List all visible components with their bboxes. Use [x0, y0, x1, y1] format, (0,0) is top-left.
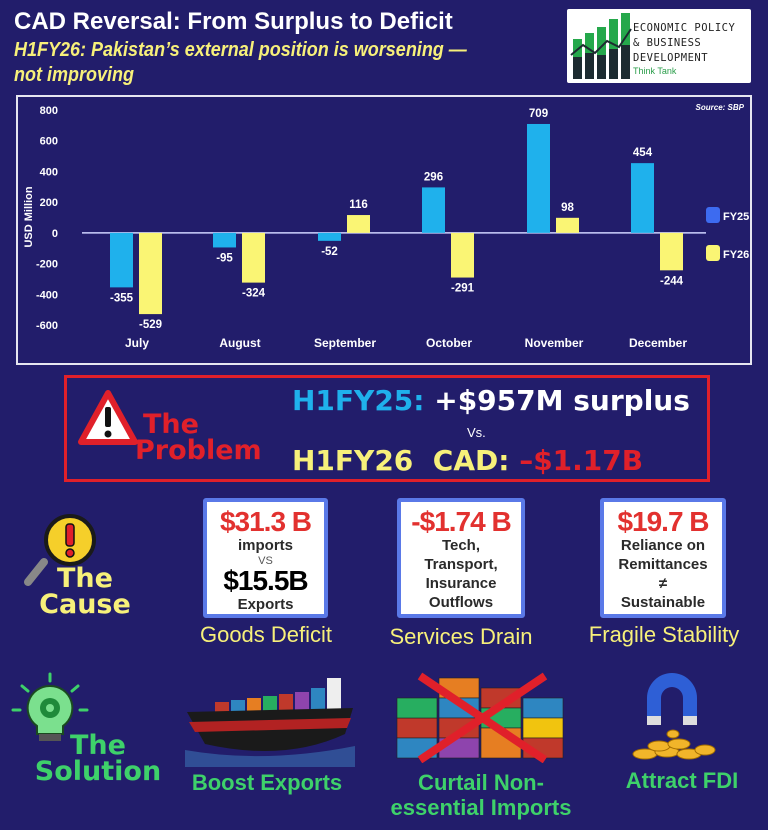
card-text: Exports: [237, 596, 294, 613]
card-text: Sustainable: [620, 594, 706, 611]
card-text: Transport,: [424, 556, 498, 573]
y-tick-label: 200: [40, 197, 58, 209]
card-text: Outflows: [428, 594, 494, 611]
card-text: imports: [237, 537, 293, 554]
magnet-coins-image: [632, 673, 716, 760]
legend-label: FY25: [723, 211, 749, 223]
data-label: 98: [561, 202, 574, 214]
page-subtitle: H1FY26: Pakistan’s external position is …: [14, 39, 467, 86]
h1fy26-label: H1FY26 CAD:: [292, 444, 510, 477]
y-tick-label: 0: [52, 228, 58, 240]
data-label: -529: [139, 319, 162, 331]
source-label: Source: SBP: [696, 103, 745, 112]
logo: ECONOMIC POLICY & BUSINESS DEVELOPMENT Thi…: [567, 9, 751, 83]
solution-caption: Attract FDI: [625, 768, 739, 793]
bar-chart: 800 600 400 200 0 -200 -400 -600 USD Million Sour…: [23, 103, 749, 350]
legend-swatch-fy25: [706, 207, 720, 223]
bar-fy26: [242, 232, 265, 283]
y-tick-label: -600: [36, 320, 58, 332]
containers-crossed-image: [396, 672, 564, 763]
data-label: -291: [451, 283, 475, 295]
bar-fy26: [660, 232, 683, 271]
data-label: -355: [110, 292, 134, 304]
data-label: -244: [660, 275, 684, 287]
solution-caption: Curtail Non- essential Imports: [391, 770, 572, 820]
data-label: 296: [424, 171, 443, 183]
data-label: -95: [216, 252, 233, 264]
x-tick-label: December: [629, 336, 687, 350]
bar-fy25: [422, 187, 445, 233]
bar-fy25: [110, 232, 133, 288]
bar-fy25: [527, 123, 550, 233]
imports-value: $31.3 B: [219, 506, 312, 537]
card-text: Remittances: [618, 556, 708, 573]
card-caption: Goods Deficit: [199, 622, 333, 647]
y-tick-label: 800: [40, 105, 58, 117]
bar-fy26: [451, 232, 474, 278]
x-tick-label: October: [426, 336, 472, 350]
data-label: -52: [321, 246, 338, 258]
caption-line: essential Imports: [390, 795, 572, 820]
problem-label: The: [143, 409, 199, 440]
x-tick-label: November: [525, 336, 584, 350]
data-label: 709: [529, 108, 548, 120]
solution-label: Solution: [34, 756, 162, 787]
h1fy25-label: H1FY25:: [292, 384, 425, 417]
services-drain-card: -$1.74 B Tech, Transport, Insurance Outf…: [397, 498, 525, 618]
solution-label: The: [70, 730, 126, 761]
card-text: VS: [258, 555, 273, 567]
magnifier-alert-icon: [24, 514, 96, 586]
logo-text: DEVELOPMENT: [633, 52, 709, 64]
y-axis-label: USD Million: [23, 186, 35, 247]
card-text: Tech,: [441, 537, 481, 554]
exports-value: $15.5B: [223, 565, 308, 596]
bar-fy25: [631, 163, 654, 233]
data-label: -324: [242, 288, 266, 300]
y-tick-label: -200: [36, 259, 58, 271]
vs-text: Vs.: [467, 425, 486, 440]
bar-fy26: [556, 217, 579, 233]
cause-label: The: [57, 563, 113, 594]
x-tick-label: August: [219, 336, 260, 350]
card-caption: Services Drain: [389, 624, 533, 649]
legend-label: FY26: [723, 249, 749, 261]
caption-line: Curtail Non-: [418, 770, 544, 795]
page-title: CAD Reversal: From Surplus to Deficit: [14, 8, 453, 35]
y-tick-label: 600: [40, 136, 58, 148]
remittances-value: $19.7 B: [617, 506, 709, 537]
data-label: 116: [349, 199, 368, 211]
bar-fy26: [347, 215, 370, 233]
problem-label: Problem: [135, 435, 262, 466]
solution-caption: Boost Exports: [191, 770, 343, 795]
goods-deficit-card: $31.3 B imports VS $15.5B Exports: [203, 498, 328, 618]
chart-panel: 800 600 400 200 0 -200 -400 -600 USD Million Sour…: [16, 95, 752, 365]
lightbulb-gear-icon: [11, 672, 89, 741]
logo-chart-icon: [570, 13, 632, 79]
y-tick-label: 400: [40, 166, 58, 178]
data-label: 454: [633, 147, 653, 159]
bar-fy25: [318, 232, 341, 241]
cause-label: Cause: [39, 589, 131, 620]
card-text: ≠: [658, 575, 668, 592]
card-text: Reliance on: [620, 537, 706, 554]
y-tick-label: -400: [36, 289, 58, 301]
legend-swatch-fy26: [706, 245, 720, 261]
fragile-stability-card: $19.7 B Reliance on Remittances ≠ Sustai…: [600, 498, 726, 618]
cargo-ship-image: [185, 678, 355, 767]
services-value: -$1.74 B: [411, 506, 511, 537]
card-caption: Fragile Stability: [588, 622, 740, 647]
bar-fy26: [139, 232, 162, 315]
x-tick-label: September: [314, 336, 376, 350]
logo-text: Think Tank: [633, 66, 677, 76]
warning-icon: [78, 390, 138, 445]
logo-text: ECONOMIC POLICY: [633, 22, 736, 34]
bar-fy25: [213, 232, 236, 248]
problem-box: The Problem H1FY25: +$957M surplus Vs. H…: [64, 375, 710, 482]
logo-text: & BUSINESS: [633, 37, 702, 49]
x-tick-label: July: [125, 336, 149, 350]
h1fy25-value: +$957M surplus: [434, 384, 690, 417]
card-text: Insurance: [425, 575, 497, 592]
h1fy26-value: –$1.17B: [519, 444, 644, 477]
